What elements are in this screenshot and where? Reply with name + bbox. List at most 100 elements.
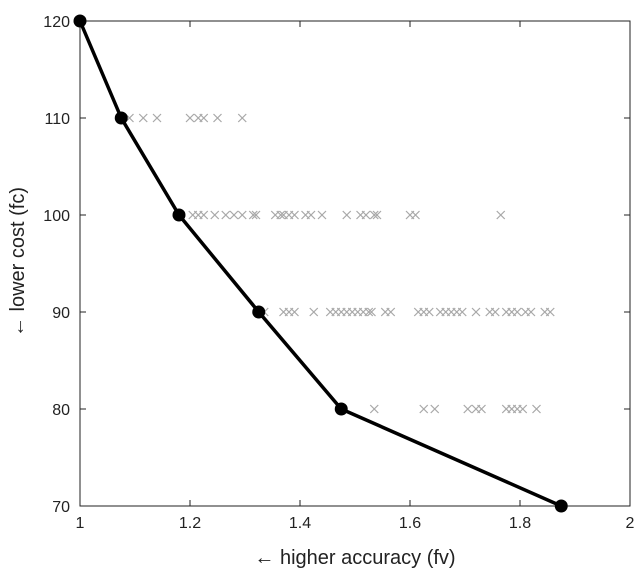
- plot-border: [79, 20, 631, 507]
- x-axis-label: ← higher accuracy (fv): [254, 547, 455, 569]
- scatter-x-point: [545, 307, 555, 317]
- x-mark-stroke: [251, 210, 261, 220]
- scatter-x-point: [152, 113, 162, 123]
- x-mark-stroke: [411, 210, 420, 220]
- scatter-x-point: [471, 307, 481, 317]
- x-mark-stroke: [490, 307, 500, 317]
- scatter-x-point: [367, 307, 376, 317]
- scatter-x-point: [496, 210, 506, 220]
- x-tick-label: 2: [626, 515, 635, 532]
- plot-frame: [79, 20, 631, 507]
- x-mark-stroke: [545, 307, 555, 317]
- scatter-x-point: [518, 404, 528, 414]
- x-tick-label: 1: [76, 515, 85, 532]
- scatter-x-point: [290, 307, 299, 317]
- pareto-point: [73, 14, 87, 28]
- scatter-x-point: [309, 307, 319, 317]
- x-mark-stroke: [152, 113, 162, 123]
- scatter-x-point: [457, 307, 467, 317]
- x-mark-stroke: [290, 210, 299, 220]
- x-tick-label: 1.8: [509, 515, 531, 532]
- scatter-x-point: [369, 210, 379, 220]
- scatter-x-point: [210, 210, 220, 220]
- x-mark-stroke: [518, 404, 528, 414]
- pareto-point: [252, 305, 266, 319]
- scatter-x-point: [463, 404, 473, 414]
- x-mark-stroke: [367, 307, 376, 317]
- x-tick-label: 1.6: [399, 515, 421, 532]
- y-tick-label: 100: [43, 208, 70, 225]
- x-axis-ticks: 1 1.2 1.4 1.6 1.8 2: [76, 21, 635, 532]
- pareto-front-line: [78, 20, 562, 508]
- x-mark-stroke: [248, 210, 258, 220]
- pareto-point: [114, 111, 128, 125]
- scatter-x-point: [306, 210, 316, 220]
- scatter-x-point: [490, 307, 500, 317]
- scatter-x-point: [199, 113, 209, 123]
- x-tick-label: 1.4: [289, 515, 311, 532]
- x-mark-stroke: [342, 210, 352, 220]
- x-mark-stroke: [471, 307, 481, 317]
- x-mark-stroke: [477, 404, 486, 414]
- scatter-x-point: [237, 210, 247, 220]
- y-axis-label: ← lower cost (fc): [7, 187, 29, 337]
- scatter-x-point: [185, 113, 195, 123]
- pareto-point: [172, 208, 186, 222]
- x-mark-stroke: [213, 113, 222, 123]
- y-tick-label: 120: [43, 14, 70, 31]
- x-mark-stroke: [386, 307, 396, 317]
- x-mark-stroke: [237, 210, 247, 220]
- x-mark-stroke: [290, 307, 299, 317]
- scatter-x-point: [411, 210, 420, 220]
- x-mark-stroke: [276, 210, 286, 220]
- x-mark-stroke: [229, 210, 239, 220]
- scatter-x-point: [221, 210, 231, 220]
- x-mark-stroke: [496, 210, 506, 220]
- x-mark-stroke: [185, 113, 195, 123]
- x-tick-label: 1.2: [179, 515, 201, 532]
- y-tick-label: 110: [44, 111, 70, 128]
- x-mark-stroke: [221, 210, 231, 220]
- scatter-x-point: [477, 404, 486, 414]
- scatter-x-point: [229, 210, 239, 220]
- x-mark-stroke: [369, 404, 379, 414]
- x-mark-stroke: [526, 307, 536, 317]
- x-mark-stroke: [512, 307, 522, 317]
- scatter-x-point: [361, 210, 371, 220]
- x-mark-stroke: [430, 404, 440, 414]
- scatter-x-point: [512, 307, 522, 317]
- scatter-x-point: [317, 210, 327, 220]
- x-mark-stroke: [317, 210, 327, 220]
- scatter-x-point: [419, 404, 429, 414]
- x-mark-stroke: [369, 210, 379, 220]
- scatter-x-point: [199, 210, 209, 220]
- x-mark-stroke: [463, 404, 473, 414]
- x-mark-stroke: [364, 307, 374, 317]
- scatter-x-point: [248, 210, 258, 220]
- scatter-x-point: [372, 210, 382, 220]
- scatter-x-point: [251, 210, 261, 220]
- x-mark-stroke: [199, 210, 209, 220]
- y-tick-label: 90: [52, 305, 70, 322]
- x-mark-stroke: [237, 113, 247, 123]
- scatter-x-point: [386, 307, 396, 317]
- y-tick-label: 80: [52, 402, 70, 419]
- scatter-x-point: [430, 404, 440, 414]
- x-mark-stroke: [372, 210, 382, 220]
- x-mark-stroke: [309, 307, 319, 317]
- scatter-x-point: [138, 113, 148, 123]
- scatter-x-point: [276, 210, 286, 220]
- chart-marks: [73, 14, 568, 513]
- pareto-point: [334, 402, 348, 416]
- y-tick-label: 70: [52, 499, 70, 516]
- scatter-x-point: [290, 210, 299, 220]
- x-mark-stroke: [199, 113, 209, 123]
- x-mark-stroke: [532, 404, 541, 414]
- x-mark-stroke: [457, 307, 467, 317]
- scatter-x-point: [369, 404, 379, 414]
- x-mark-stroke: [138, 113, 148, 123]
- x-mark-stroke: [210, 210, 220, 220]
- x-mark-stroke: [306, 210, 316, 220]
- scatter-x-point: [213, 113, 222, 123]
